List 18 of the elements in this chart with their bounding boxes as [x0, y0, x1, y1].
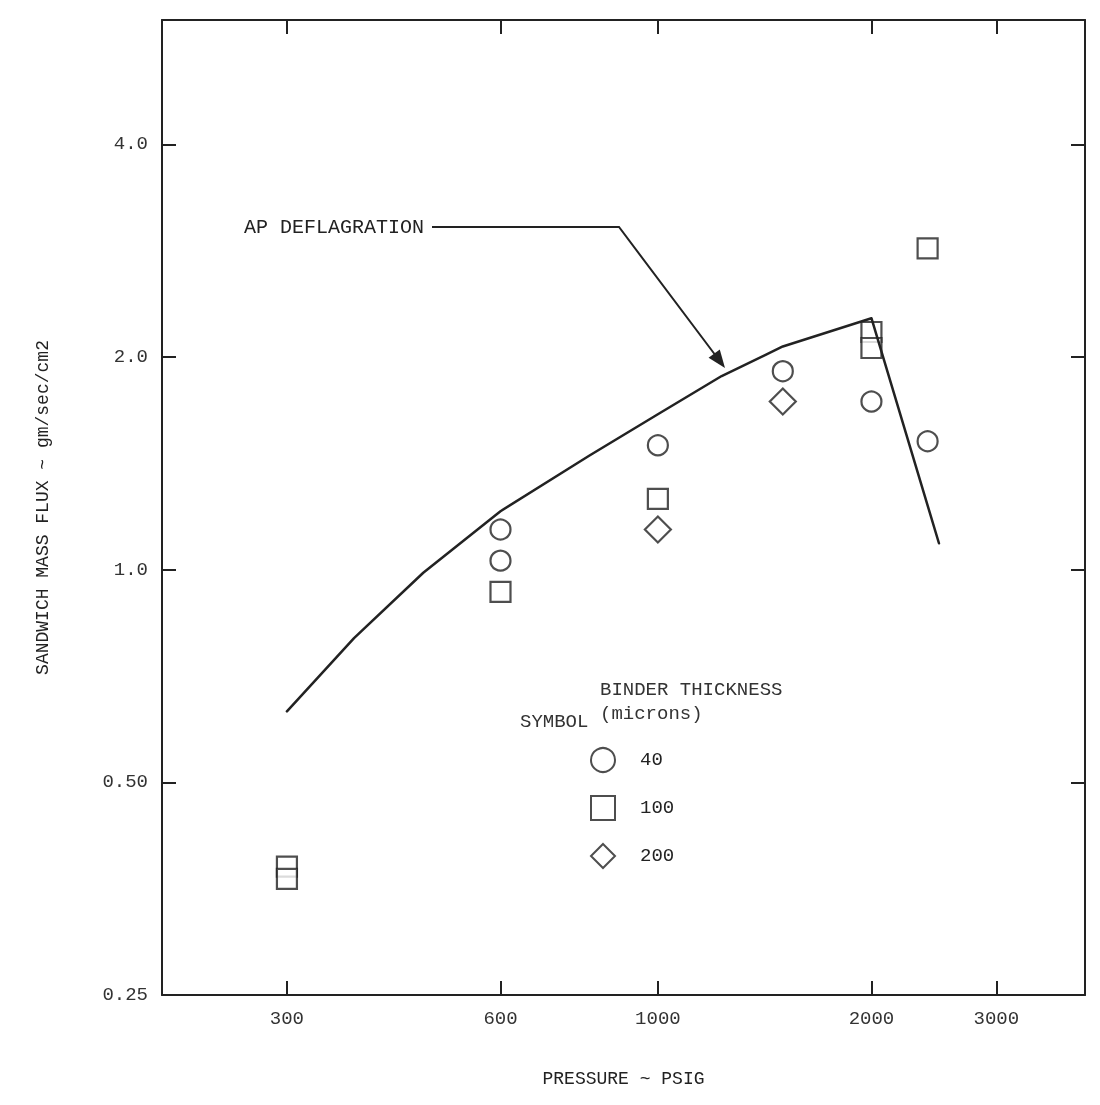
- legend-label: 40: [640, 749, 663, 771]
- x-tick-label: 600: [483, 1007, 518, 1030]
- legend-label: 200: [640, 845, 675, 867]
- x-tick-label: 2000: [848, 1007, 895, 1030]
- y-tick-label: 1.0: [113, 558, 148, 581]
- x-tick-label: 3000: [973, 1007, 1020, 1030]
- y-tick-label: 2.0: [113, 346, 148, 369]
- annotation: SYMBOL: [520, 710, 589, 733]
- x-tick-label: 1000: [635, 1007, 681, 1030]
- y-axis-title: SANDWICH MASS FLUX ~ gm/sec/cm2: [33, 340, 53, 675]
- x-tick-label: 300: [269, 1007, 305, 1030]
- annotation: AP DEFLAGRATION: [244, 215, 425, 239]
- legend-label: 100: [640, 797, 675, 819]
- y-tick-label: 4.0: [113, 133, 148, 156]
- y-tick-label: 0.50: [102, 771, 148, 794]
- y-tick-label: 0.25: [102, 984, 148, 1006]
- x-axis-title: PRESSURE ~ PSIG: [542, 1069, 705, 1089]
- legend-title: BINDER THICKNESS (microns): [600, 679, 794, 725]
